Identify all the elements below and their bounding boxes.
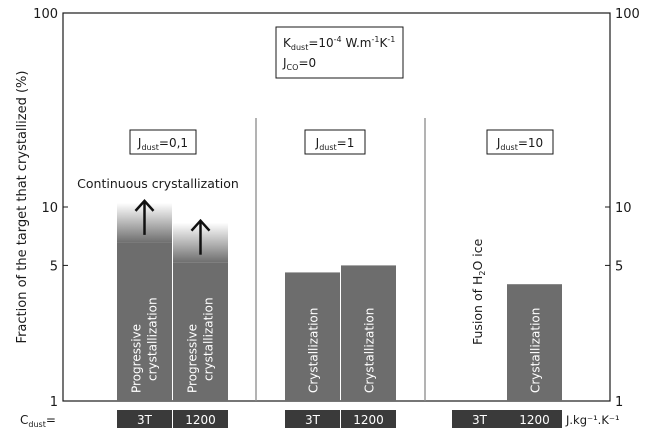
category-label: 3T [305, 413, 321, 427]
arrow-head-icon [134, 199, 155, 212]
conditions-note-line1: Kdust=10-4 W.m-1K-1 [283, 35, 395, 52]
group-header-text: Jdust=10 [496, 136, 543, 152]
conditions-note-box [275, 26, 404, 79]
group-header-0: Jdust=0,1 [129, 129, 197, 155]
fusion-h2o-ice-label: Fusion of H2O ice [470, 238, 487, 345]
conditions-note-line2: JCO=0 [282, 56, 316, 72]
x-category-labels: 3T 1200 3T 1200 3T 1200 [117, 410, 562, 428]
bar [341, 265, 396, 401]
bar [285, 272, 340, 401]
y-tick-label-left: 1 [50, 395, 58, 410]
category-label-box [507, 410, 562, 428]
group-header-1: Jdust=1 [304, 129, 366, 155]
group-header-box [304, 129, 366, 155]
category-label-box [285, 410, 340, 428]
group-header-box [486, 129, 554, 155]
y-tick-label-right: 1 [615, 395, 623, 410]
category-label: 1200 [519, 413, 550, 427]
category-label-box [452, 410, 507, 428]
y-tick-label-left: 100 [33, 7, 58, 22]
x-axis-prefix: Cdust= [20, 413, 56, 429]
continuous-crystallization-label: Continuous crystallization [77, 176, 239, 191]
category-label: 3T [472, 413, 488, 427]
y-tick-label-right: 10 [615, 201, 632, 216]
y-tick-label-right: 5 [615, 259, 623, 274]
bar-label-line1: Progressive [186, 324, 200, 393]
x-axis-unit: J.kg⁻¹.K⁻¹ [565, 413, 620, 427]
bar-label: Crystallization [307, 308, 321, 393]
bar [117, 242, 172, 401]
y-axis-label: Fraction of the target that crystallized… [15, 71, 30, 344]
bars: Progressive crystallization Progressive cry… [117, 199, 562, 401]
category-label: 1200 [185, 413, 216, 427]
group-header-text: Jdust=0,1 [137, 136, 188, 152]
bar [173, 262, 228, 401]
group-header-text: Jdust=1 [315, 136, 355, 152]
bar-label: Crystallization [363, 308, 377, 393]
y-tick-label-left: 10 [41, 201, 58, 216]
category-label: 1200 [353, 413, 384, 427]
bar [507, 284, 562, 401]
group-header-box [129, 129, 197, 155]
category-label-box [341, 410, 396, 428]
bar-label-line1: Progressive [130, 324, 144, 393]
group-header-2: Jdust=10 [486, 129, 554, 155]
y-tick-label-right: 100 [615, 7, 640, 22]
bar-label-line2: crystallization [146, 297, 160, 381]
y-axis-ticks: 1 1 5 5 10 10 100 100 [33, 7, 640, 410]
arrow-head-icon [190, 218, 211, 232]
group-dividers [255, 118, 426, 401]
bar-label-line2: crystallization [202, 297, 216, 381]
category-label: 3T [137, 413, 153, 427]
category-label-box [117, 410, 172, 428]
y-tick-label-left: 5 [50, 259, 58, 274]
category-label-box [173, 410, 228, 428]
conditions-note: Kdust=10-4 W.m-1K-1 JCO=0 [275, 26, 404, 79]
bar-label: Crystallization [529, 308, 543, 393]
